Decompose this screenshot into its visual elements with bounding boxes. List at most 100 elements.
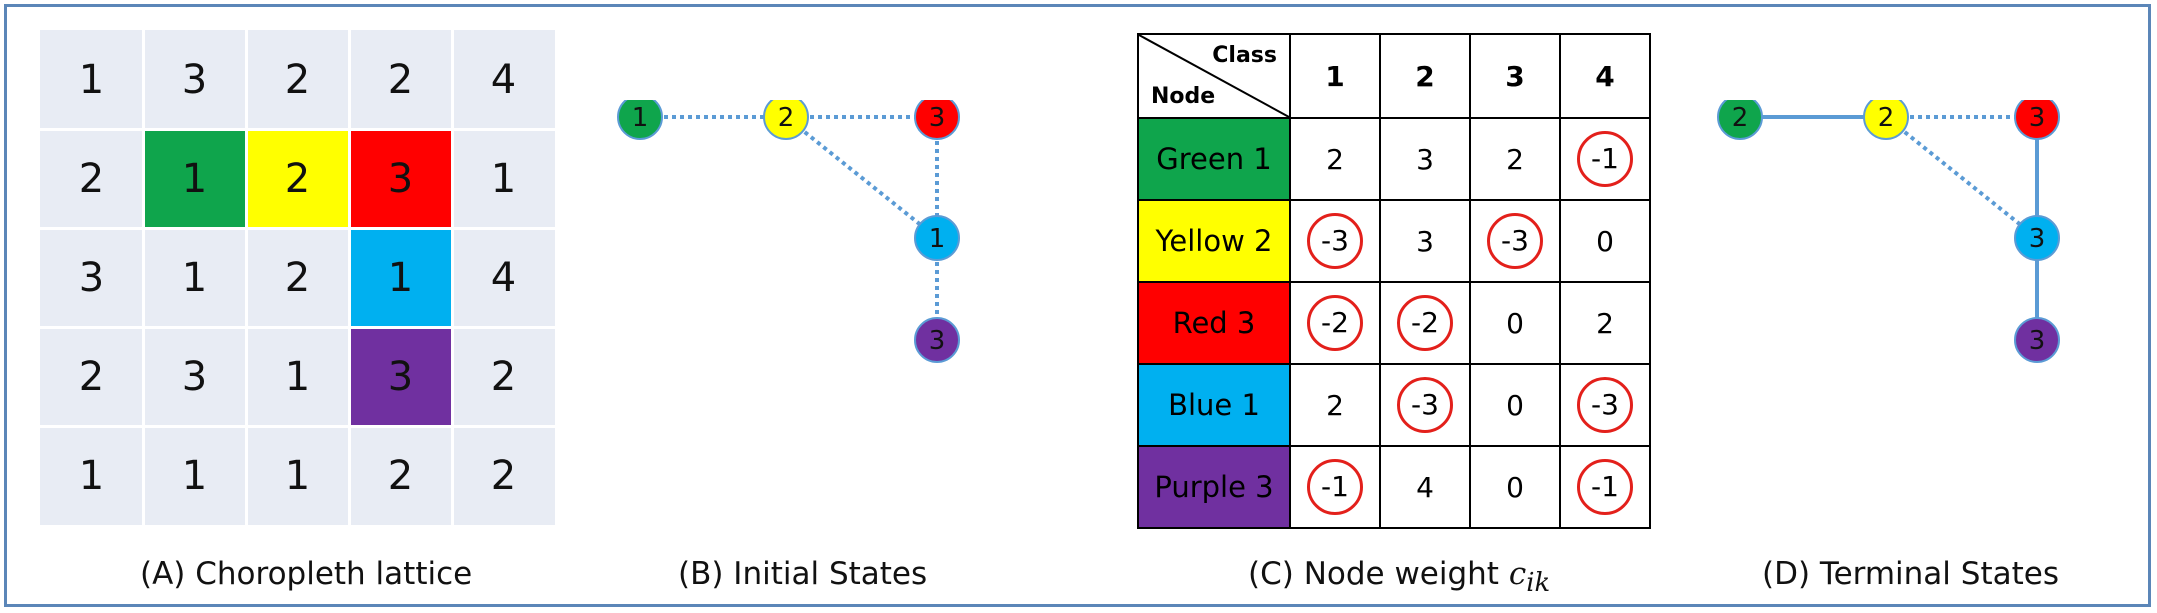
lattice-cell: 2	[387, 452, 414, 499]
node-label: 1	[632, 103, 649, 133]
node-row-label: Blue 1	[1137, 363, 1291, 447]
weight-cell: 2	[1469, 117, 1561, 201]
edge-yellow-blue	[1884, 115, 2039, 240]
caption-c-subscript: ik	[1526, 568, 1551, 599]
lattice-cell: 1	[490, 155, 517, 202]
lattice-gridline	[40, 128, 555, 131]
lattice-cell: 4	[490, 56, 517, 103]
weight-value: 2	[1326, 388, 1344, 422]
weight-cell: -2	[1379, 281, 1471, 365]
corner-node-label: Node	[1151, 84, 1216, 109]
node-label: 2	[1878, 103, 1895, 133]
circled-weight-value: -3	[1307, 213, 1363, 269]
lattice-cell: 1	[349, 228, 452, 327]
circled-weight-value: -1	[1577, 131, 1633, 187]
weight-value: 0	[1506, 306, 1524, 340]
class-column-header: 3	[1469, 33, 1561, 119]
node-red: 3	[2014, 100, 2060, 140]
table-row: Green 1 2 3 2 -1	[1137, 117, 1651, 201]
node-yellow: 2	[1863, 100, 1909, 140]
node-purple: 3	[914, 317, 960, 363]
node-circle	[914, 215, 960, 261]
node-label: 3	[2029, 224, 2046, 254]
circled-weight-value: -1	[1307, 459, 1363, 515]
node-label: 3	[929, 103, 946, 133]
caption-c-text: (C) Node weight	[1248, 556, 1509, 592]
node-blue: 3	[2014, 215, 2060, 261]
weight-cell: 2	[1289, 363, 1381, 447]
lattice-cell: 1	[181, 452, 208, 499]
node-green: 2	[1717, 100, 1763, 140]
weight-value: 2	[1596, 306, 1614, 340]
weight-cell: 3	[1379, 199, 1471, 283]
node-circle	[914, 100, 960, 140]
lattice-gridline	[348, 30, 351, 525]
lattice-cell: 2	[490, 353, 517, 400]
weight-value: 0	[1596, 224, 1614, 258]
lattice-cell: 1	[284, 353, 311, 400]
lattice-cell: 1	[284, 452, 311, 499]
edge-yellow-blue	[784, 115, 939, 240]
weight-value: 3	[1416, 224, 1434, 258]
weight-value: 2	[1326, 142, 1344, 176]
circled-weight-value: -3	[1397, 377, 1453, 433]
terminal-states-graph: 2 2 3 3 3	[1717, 100, 2060, 363]
lattice-gridline	[451, 30, 454, 525]
lattice-cell: 1	[143, 129, 246, 228]
corner-class-label: Class	[1212, 43, 1277, 68]
caption-a: (A) Choropleth lattice	[140, 556, 473, 592]
lattice-cell: 1	[181, 254, 208, 301]
node-circle	[2014, 215, 2060, 261]
weight-cell: -3	[1289, 199, 1381, 283]
circled-weight-value: -2	[1397, 295, 1453, 351]
weight-cell: 0	[1469, 363, 1561, 447]
lattice-gridline	[40, 425, 555, 428]
lattice-cell: 3	[349, 327, 452, 426]
node-green: 1	[617, 100, 663, 140]
node-circle	[1863, 100, 1909, 140]
table-row: Purple 3 -1 4 0 -1	[1137, 445, 1651, 529]
weight-cell: 0	[1469, 281, 1561, 365]
weight-value: 4	[1416, 470, 1434, 504]
lattice-cell: 1	[78, 56, 105, 103]
lattice-gridline	[142, 30, 145, 525]
caption-c-symbol: c	[1508, 556, 1527, 592]
table-row: Blue 1 2 -3 0 -3	[1137, 363, 1651, 447]
weight-value: 3	[1416, 142, 1434, 176]
weight-cell: -3	[1379, 363, 1471, 447]
lattice-gridline	[245, 30, 248, 525]
lattice-gridline	[40, 326, 555, 329]
caption-b: (B) Initial States	[678, 556, 928, 592]
lattice-cell: 3	[181, 353, 208, 400]
lattice-cell: 2	[284, 56, 311, 103]
lattice-gridline	[40, 227, 555, 230]
node-blue: 1	[914, 215, 960, 261]
weight-cell: 0	[1559, 199, 1651, 283]
lattice-cell: 3	[181, 56, 208, 103]
caption-d: (D) Terminal States	[1762, 556, 2059, 592]
node-red: 3	[914, 100, 960, 140]
circled-weight-value: -2	[1307, 295, 1363, 351]
weight-cell: 2	[1559, 281, 1651, 365]
table-corner-header: Class Node	[1137, 33, 1291, 119]
node-circle	[1717, 100, 1763, 140]
lattice-cell: 3	[78, 254, 105, 301]
node-circle	[763, 100, 809, 140]
node-label: 3	[929, 326, 946, 356]
weight-value: 2	[1506, 142, 1524, 176]
lattice-cell: 2	[490, 452, 517, 499]
circled-weight-value: -3	[1487, 213, 1543, 269]
weight-cell: -1	[1289, 445, 1381, 529]
class-column-header: 1	[1289, 33, 1381, 119]
table-row: Yellow 2 -3 3 -3 0	[1137, 199, 1651, 283]
node-circle	[2014, 100, 2060, 140]
weight-cell: 3	[1379, 117, 1471, 201]
class-column-header: 4	[1559, 33, 1651, 119]
weight-cell: -1	[1559, 117, 1651, 201]
node-circle	[2014, 317, 2060, 363]
node-label: 2	[1732, 103, 1749, 133]
node-label: 2	[778, 103, 795, 133]
corner-diagonal	[1139, 35, 1289, 117]
